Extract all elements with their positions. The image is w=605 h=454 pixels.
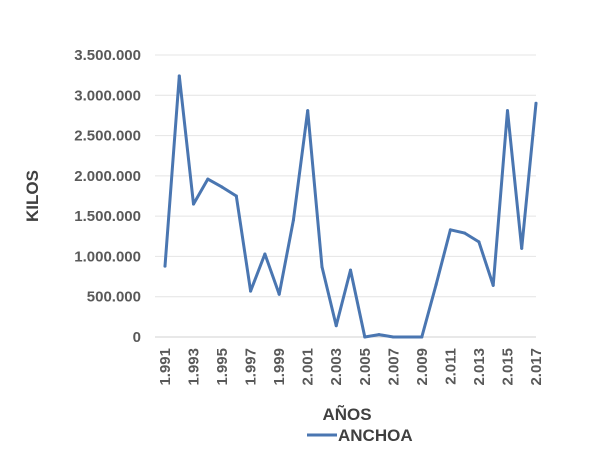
data-point bbox=[463, 231, 467, 235]
x-tick-label: 1.997 bbox=[243, 348, 260, 386]
x-tick-label: 2.015 bbox=[499, 348, 516, 386]
y-tick-label: 1.000.000 bbox=[74, 248, 141, 265]
data-point bbox=[234, 194, 238, 198]
legend: ANCHOA bbox=[307, 426, 413, 445]
y-axis-tick-labels: 0 500.000 1.000.000 1.500.000 2.000.000 2.500… bbox=[74, 47, 141, 346]
y-tick-label: 3.500.000 bbox=[74, 47, 141, 64]
data-point bbox=[291, 218, 295, 222]
y-tick-label: 2.000.000 bbox=[74, 168, 141, 185]
series-layer bbox=[163, 74, 538, 339]
y-tick-label: 0 bbox=[133, 329, 141, 346]
data-point bbox=[163, 264, 167, 268]
data-point bbox=[520, 246, 524, 250]
x-tick-label: 1.999 bbox=[271, 348, 288, 386]
x-tick-label: 2.007 bbox=[385, 348, 402, 386]
y-tick-label: 2.500.000 bbox=[74, 128, 141, 145]
y-tick-label: 1.500.000 bbox=[74, 208, 141, 225]
y-tick-label: 500.000 bbox=[87, 289, 141, 306]
x-axis-tick-labels: 1.991 1.993 1.995 1.997 1.999 2.001 2.003 2.005… bbox=[157, 348, 545, 386]
data-point bbox=[534, 101, 538, 105]
x-tick-label: 2.009 bbox=[414, 348, 431, 386]
data-point bbox=[206, 177, 210, 181]
data-point bbox=[192, 202, 196, 206]
series-line-anchoa bbox=[163, 74, 538, 339]
data-point bbox=[406, 335, 410, 339]
data-point bbox=[320, 265, 324, 269]
data-point bbox=[277, 292, 281, 296]
data-point bbox=[334, 324, 338, 328]
data-point bbox=[391, 335, 395, 339]
x-tick-label: 1.995 bbox=[214, 348, 231, 386]
x-tick-label: 2.001 bbox=[300, 348, 317, 386]
data-point bbox=[448, 228, 452, 232]
data-point bbox=[377, 333, 381, 337]
x-tick-label: 2.013 bbox=[471, 348, 488, 386]
x-tick-label: 1.991 bbox=[157, 348, 174, 386]
data-point bbox=[505, 109, 509, 113]
data-point bbox=[263, 252, 267, 256]
y-axis-title: KILOS bbox=[23, 170, 42, 222]
data-point bbox=[249, 289, 253, 293]
gridlines bbox=[155, 54, 536, 338]
data-point bbox=[220, 185, 224, 189]
data-point bbox=[363, 335, 367, 339]
y-tick-label: 3.000.000 bbox=[74, 87, 141, 104]
data-point bbox=[177, 74, 181, 78]
x-tick-label: 2.017 bbox=[528, 348, 545, 386]
data-point bbox=[434, 283, 438, 287]
x-tick-label: 1.993 bbox=[186, 348, 203, 386]
x-axis-title: AÑOS bbox=[322, 404, 371, 424]
data-point bbox=[306, 109, 310, 113]
legend-label-anchoa: ANCHOA bbox=[338, 426, 413, 445]
data-point bbox=[477, 240, 481, 244]
x-tick-label: 2.003 bbox=[328, 348, 345, 386]
data-point bbox=[349, 268, 352, 272]
data-point bbox=[420, 335, 424, 339]
x-tick-label: 2.011 bbox=[442, 348, 459, 385]
x-tick-label: 2.005 bbox=[357, 348, 374, 386]
data-point bbox=[491, 283, 495, 287]
